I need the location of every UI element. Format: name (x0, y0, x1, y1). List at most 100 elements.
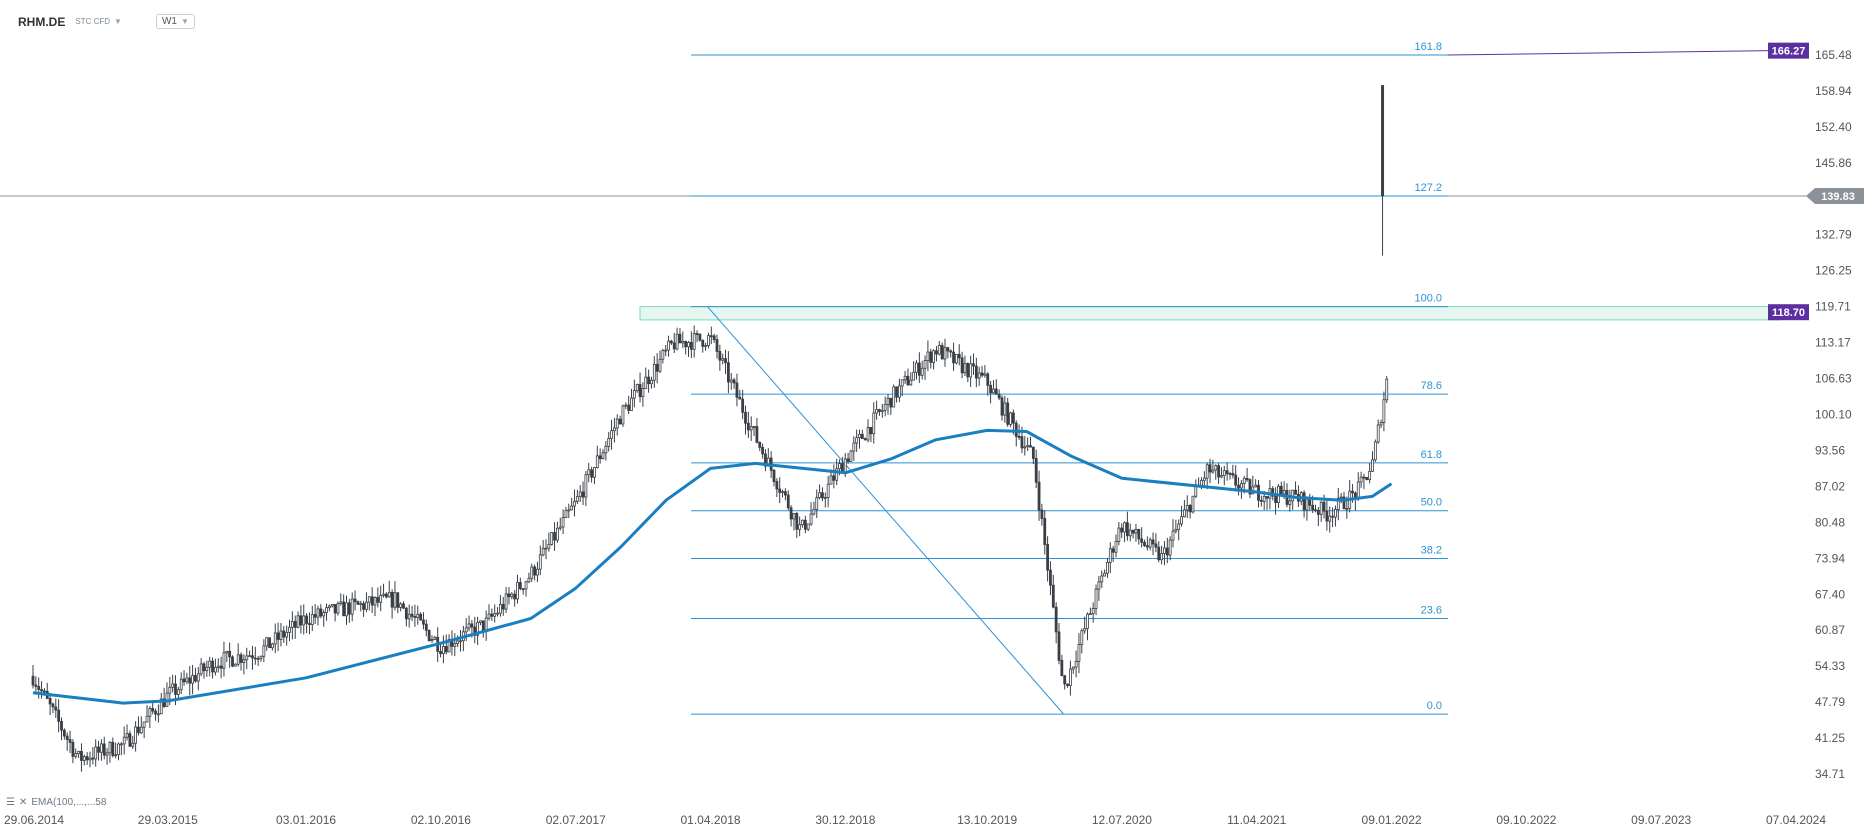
candle-body (846, 458, 850, 462)
candle-body (1274, 495, 1277, 503)
candle-body (225, 650, 229, 654)
candle-body (1091, 608, 1095, 615)
candle-body (1342, 496, 1346, 509)
candle-body (960, 357, 964, 374)
candle-body (105, 752, 109, 756)
candle-body (672, 342, 676, 350)
candle-body (37, 686, 41, 690)
candle-body (470, 623, 474, 628)
candle-body (1174, 528, 1178, 532)
candle-body (1322, 501, 1326, 512)
candle-body (929, 351, 933, 363)
candle-body (957, 353, 961, 359)
candle-body (273, 632, 277, 645)
y-tick-label: 93.56 (1815, 443, 1845, 457)
instrument-type-label: STC CFD (75, 17, 111, 26)
candle-body (992, 388, 995, 394)
candle-body (655, 363, 659, 372)
candle-body (305, 615, 309, 624)
candle-body (863, 438, 867, 441)
candle-body (1379, 422, 1383, 426)
candle-body (524, 581, 528, 590)
timeframe-label: W1 (161, 16, 177, 27)
indicator-legend[interactable]: ☰ ✕ EMA(100,...,...58 (6, 797, 106, 808)
candle-body (1345, 507, 1349, 510)
candle-body (1043, 518, 1047, 545)
candle-body (558, 526, 562, 529)
candle-body (219, 665, 223, 669)
candle-body (80, 751, 83, 761)
y-tick-label: 119.71 (1815, 300, 1851, 314)
candle-body (1217, 465, 1220, 478)
candle-body (1034, 457, 1038, 483)
candle-body (955, 353, 958, 364)
candle-body (937, 344, 941, 355)
instrument-selector[interactable]: STC CFD ▼ (75, 17, 122, 26)
chart-header: RHM.DE STC CFD ▼ W1 ▼ (18, 14, 195, 29)
candle-body (792, 513, 796, 520)
candle-body (251, 655, 254, 659)
candle-body (715, 339, 719, 352)
close-icon[interactable]: ✕ (18, 797, 28, 808)
x-tick-label: 30.12.2018 (815, 813, 875, 827)
candle-body (604, 445, 608, 454)
candle-body (1368, 470, 1372, 480)
y-tick-label: 165.48 (1815, 48, 1852, 62)
candle-body (858, 433, 861, 439)
candle-body (775, 481, 779, 490)
candle-body (823, 497, 827, 499)
candle-body (1003, 402, 1007, 416)
candle-body (1148, 539, 1152, 548)
candle-body (712, 335, 716, 341)
fib-level-label: 0.0 (1427, 700, 1442, 712)
candle-body (439, 651, 442, 654)
candle-body (194, 675, 197, 682)
candle-body (205, 666, 209, 672)
fib-level-label: 23.6 (1421, 604, 1442, 616)
candle-body (487, 613, 491, 619)
candle-body (900, 379, 904, 387)
candle-body (963, 363, 967, 374)
menu-icon[interactable]: ☰ (6, 797, 15, 808)
candle-body (77, 751, 80, 755)
x-tick-label: 01.04.2018 (681, 813, 741, 827)
y-tick-label: 106.63 (1815, 372, 1852, 386)
timeframe-selector[interactable]: W1 ▼ (155, 14, 195, 29)
candle-body (778, 488, 782, 493)
candle-body (510, 593, 514, 598)
candle-body (1145, 545, 1149, 548)
candle-body (333, 604, 337, 614)
candle-body (1265, 496, 1269, 499)
candle-body (356, 601, 360, 605)
target-line (1447, 50, 1771, 56)
candle-body (536, 568, 539, 576)
candle-body (521, 588, 525, 591)
candle-body (91, 757, 95, 760)
candle-body (139, 726, 143, 734)
candle-body (213, 666, 217, 673)
candle-body (1248, 479, 1252, 495)
candle-body (533, 566, 536, 576)
candle-body (43, 690, 46, 693)
fib-level-label: 161.8 (1414, 41, 1442, 53)
candle-body (610, 430, 613, 439)
candle-body (1373, 441, 1377, 461)
candle-body (404, 607, 408, 620)
candle-body (838, 463, 841, 470)
y-tick-label: 126.25 (1815, 264, 1852, 278)
candle-body (801, 519, 804, 526)
candle-body (1117, 527, 1121, 542)
x-tick-label: 29.06.2014 (4, 813, 64, 827)
candle-body (1237, 484, 1240, 489)
candle-body (476, 622, 480, 636)
candle-body (51, 703, 55, 708)
candle-body (1071, 666, 1075, 670)
candle-body (34, 684, 38, 687)
candle-body (513, 593, 517, 600)
candle-body (638, 384, 642, 398)
y-tick-label: 132.79 (1815, 228, 1852, 242)
candle-body (701, 339, 705, 347)
candle-body (1057, 631, 1061, 661)
candle-body (122, 736, 126, 745)
